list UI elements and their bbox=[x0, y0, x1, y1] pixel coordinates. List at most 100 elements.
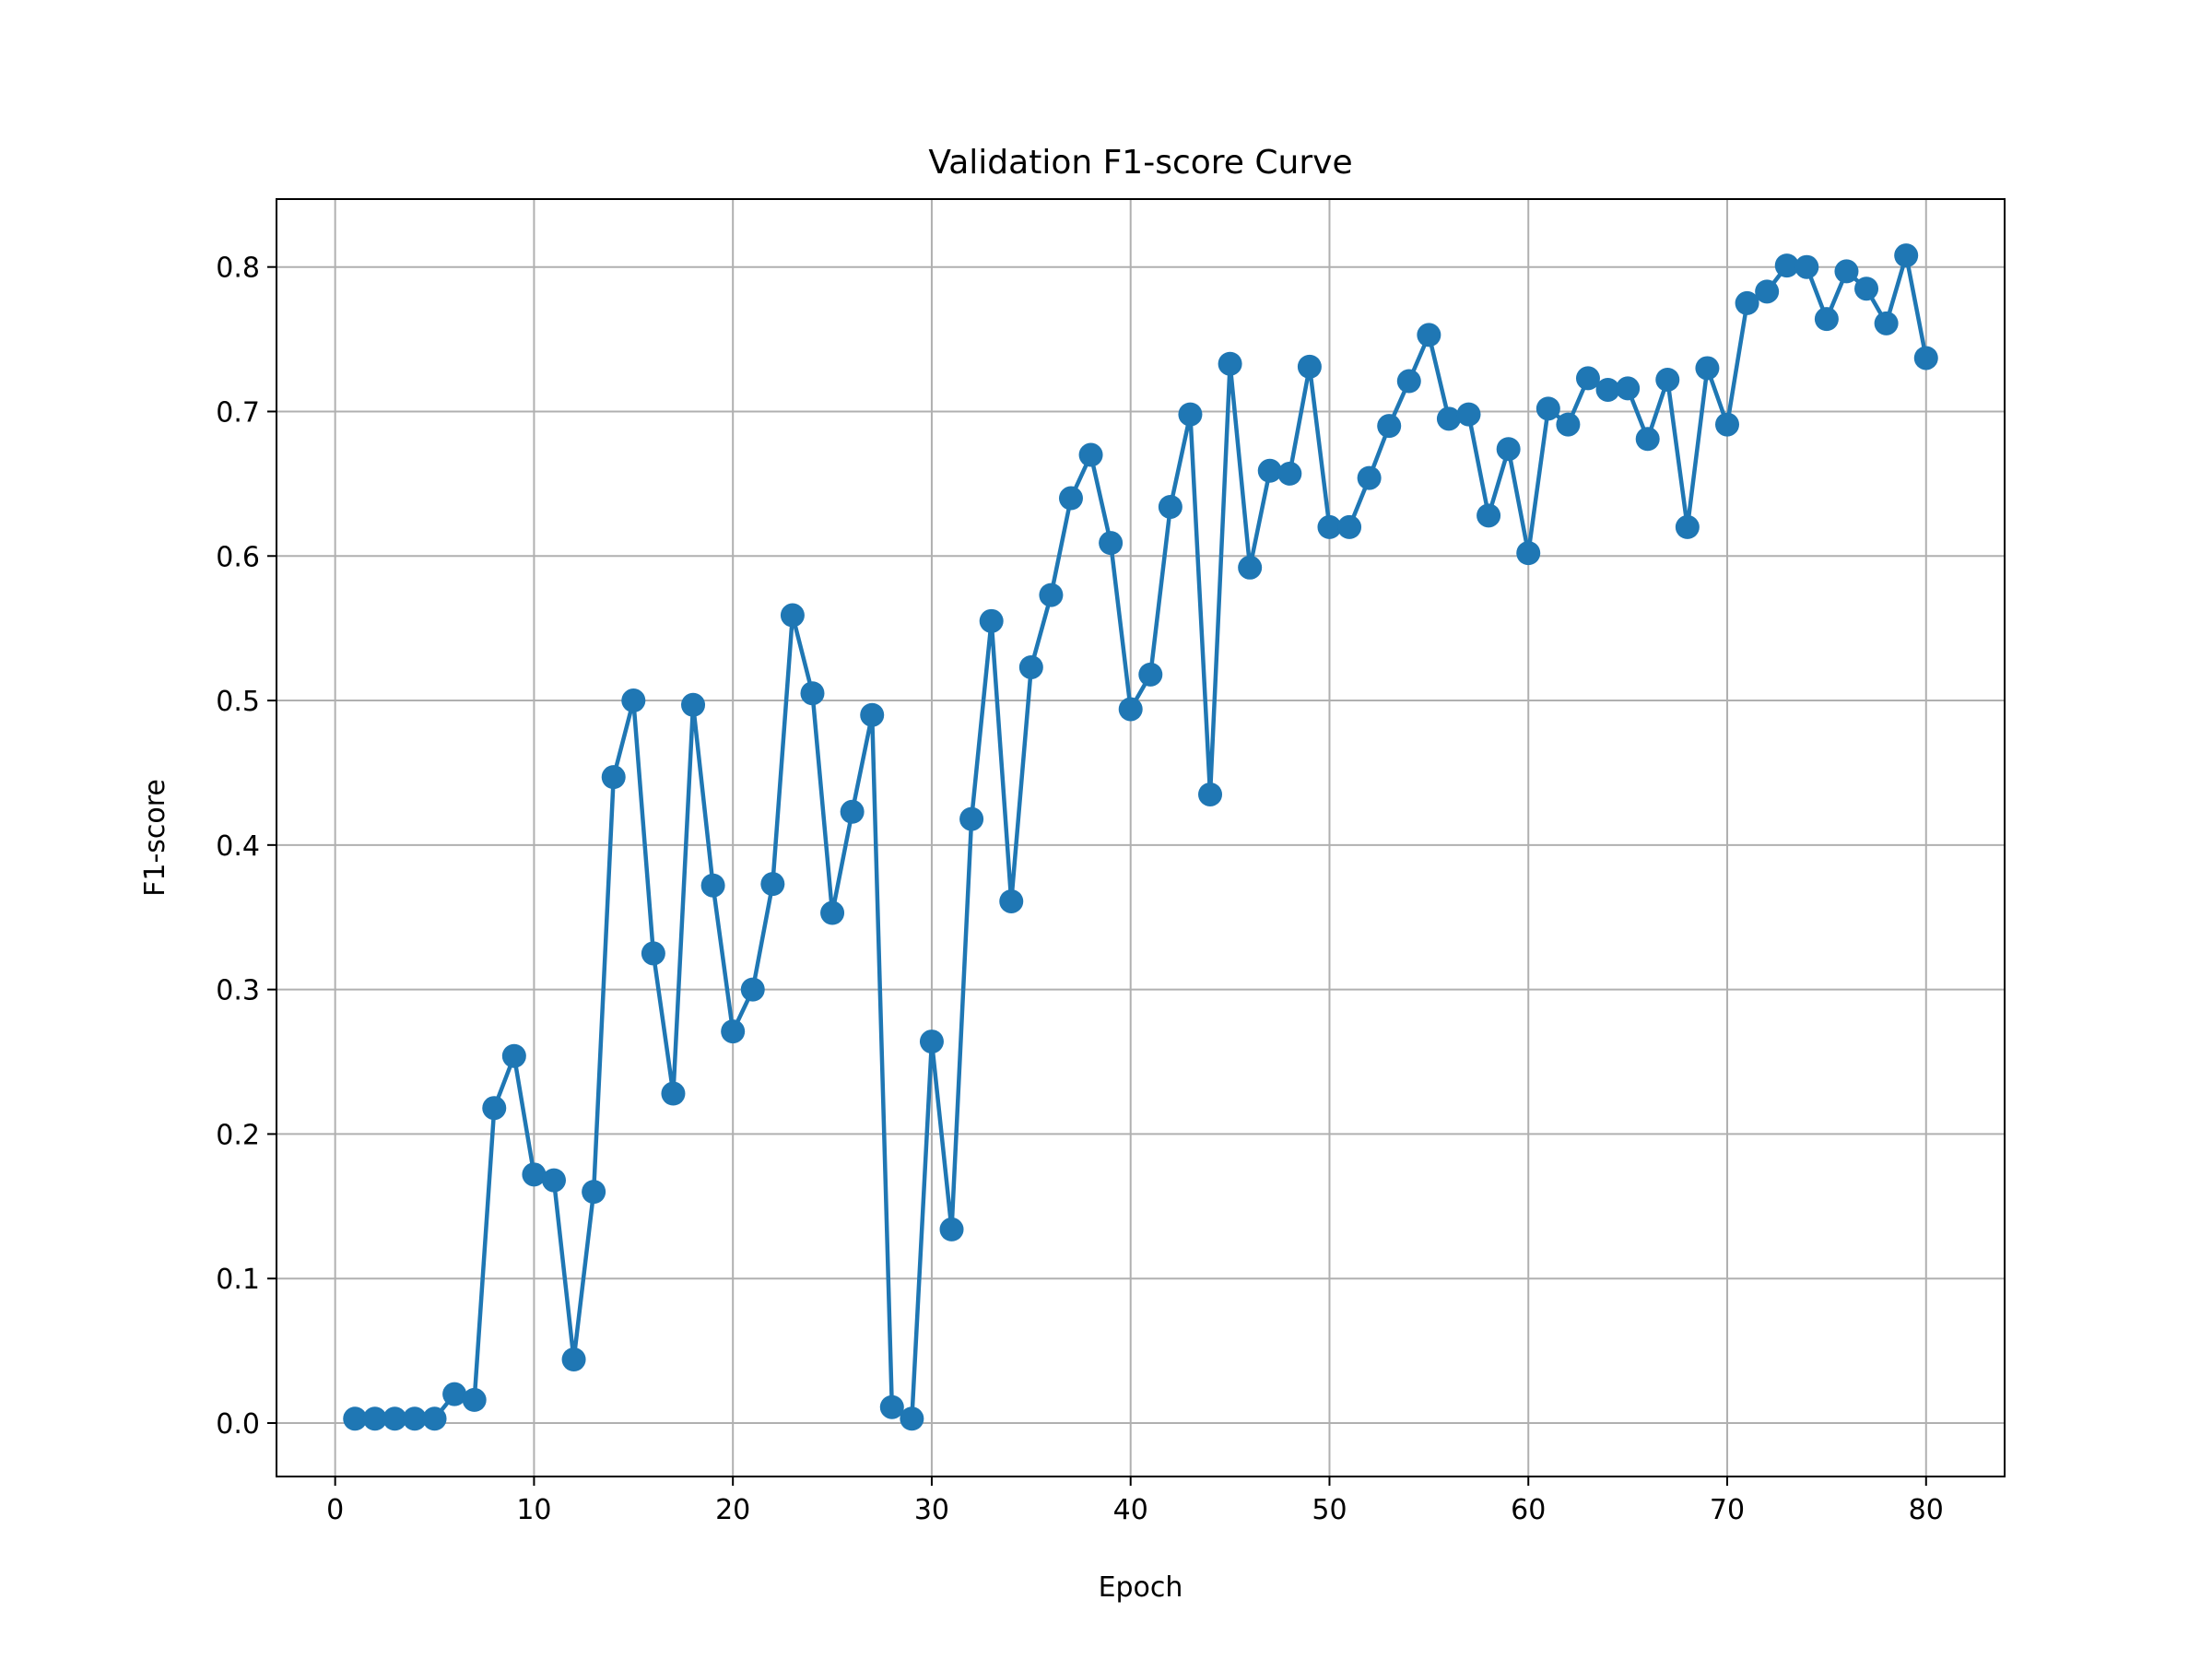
data-point bbox=[959, 806, 984, 831]
data-point bbox=[1257, 458, 1282, 483]
data-point bbox=[1118, 697, 1143, 722]
data-point bbox=[879, 1394, 904, 1419]
y-axis-label: F1-score bbox=[139, 779, 171, 897]
data-point bbox=[1377, 414, 1402, 439]
x-axis-label: Epoch bbox=[1099, 1571, 1183, 1604]
data-point bbox=[522, 1162, 547, 1187]
plot-frame bbox=[276, 198, 2006, 1477]
data-point bbox=[700, 873, 725, 898]
x-tick-label: 80 bbox=[1909, 1494, 1944, 1526]
data-point bbox=[1058, 486, 1083, 511]
data-point bbox=[1099, 531, 1124, 556]
data-point bbox=[939, 1217, 964, 1241]
y-tick-label: 0.8 bbox=[216, 253, 260, 285]
data-point bbox=[1436, 406, 1461, 431]
data-point bbox=[1496, 437, 1521, 462]
data-point bbox=[1854, 276, 1879, 301]
data-point bbox=[582, 1180, 606, 1205]
data-point bbox=[402, 1406, 427, 1431]
data-point bbox=[462, 1387, 487, 1412]
data-point bbox=[1317, 514, 1342, 539]
data-point bbox=[780, 603, 805, 628]
data-point bbox=[1018, 654, 1043, 679]
x-tick-label: 0 bbox=[326, 1494, 344, 1526]
data-point bbox=[1675, 514, 1700, 539]
data-point bbox=[800, 681, 825, 706]
data-point bbox=[1715, 412, 1740, 437]
data-point bbox=[1755, 279, 1780, 304]
data-point bbox=[601, 765, 626, 790]
data-point bbox=[1238, 555, 1263, 580]
y-tick-label: 0.7 bbox=[216, 396, 260, 429]
axis-ticks: 0 10 20 30 40 50 60 70 80 0.0 0.1 0.2 0.3 0.4 0.5 0.6 0.… bbox=[216, 253, 1944, 1526]
data-point bbox=[1535, 396, 1560, 421]
data-point bbox=[1396, 369, 1421, 394]
data-point bbox=[641, 941, 665, 966]
x-tick-label: 20 bbox=[715, 1494, 750, 1526]
data-point bbox=[1138, 662, 1163, 687]
data-point bbox=[840, 799, 865, 824]
data-point bbox=[1913, 346, 1938, 371]
data-point bbox=[1456, 402, 1481, 427]
data-point bbox=[760, 872, 785, 897]
data-point bbox=[482, 1096, 507, 1121]
data-point bbox=[1477, 503, 1501, 528]
data-point bbox=[1357, 465, 1382, 490]
data-point bbox=[1198, 782, 1223, 806]
x-tick-label: 50 bbox=[1312, 1494, 1347, 1526]
x-tick-label: 60 bbox=[1511, 1494, 1546, 1526]
data-point bbox=[382, 1406, 407, 1431]
data-point bbox=[1774, 253, 1799, 278]
data-point bbox=[681, 692, 706, 717]
data-point bbox=[1178, 402, 1203, 427]
data-point bbox=[820, 900, 845, 925]
data-point bbox=[1655, 367, 1680, 392]
data-point bbox=[1735, 290, 1759, 315]
data-point bbox=[1218, 351, 1242, 376]
data-point bbox=[1595, 377, 1620, 402]
data-point bbox=[1297, 354, 1322, 379]
data-point bbox=[501, 1043, 526, 1068]
data-point bbox=[621, 688, 646, 713]
y-tick-label: 0.2 bbox=[216, 1119, 260, 1151]
x-tick-label: 10 bbox=[516, 1494, 551, 1526]
data-point bbox=[1635, 427, 1660, 452]
data-point bbox=[1556, 412, 1581, 437]
data-point bbox=[860, 702, 885, 727]
data-point bbox=[721, 1019, 746, 1044]
y-tick-label: 0.0 bbox=[216, 1408, 260, 1441]
data-point bbox=[1874, 311, 1899, 335]
data-point bbox=[979, 608, 1004, 633]
data-point bbox=[1695, 356, 1720, 381]
data-point bbox=[1894, 243, 1919, 268]
data-point bbox=[900, 1406, 924, 1431]
x-tick-label: 30 bbox=[914, 1494, 949, 1526]
data-point bbox=[1616, 376, 1641, 401]
data-point bbox=[740, 977, 765, 1002]
x-tick-label: 70 bbox=[1710, 1494, 1745, 1526]
data-point bbox=[561, 1347, 586, 1372]
data-point bbox=[1337, 514, 1362, 539]
y-tick-label: 0.6 bbox=[216, 541, 260, 573]
data-point bbox=[1516, 541, 1541, 566]
data-point bbox=[1039, 582, 1064, 607]
data-point bbox=[1417, 323, 1441, 347]
data-point bbox=[1814, 307, 1839, 332]
x-tick-label: 40 bbox=[1113, 1494, 1148, 1526]
y-tick-label: 0.4 bbox=[216, 830, 260, 863]
data-point bbox=[1277, 461, 1302, 486]
data-point bbox=[919, 1030, 944, 1054]
data-point bbox=[1078, 442, 1103, 467]
data-point bbox=[1794, 254, 1819, 279]
data-series bbox=[343, 243, 1938, 1431]
y-tick-label: 0.5 bbox=[216, 686, 260, 718]
data-point bbox=[422, 1406, 447, 1431]
data-point bbox=[1158, 494, 1182, 519]
y-tick-label: 0.3 bbox=[216, 975, 260, 1007]
data-point bbox=[999, 888, 1024, 913]
data-point bbox=[442, 1382, 467, 1406]
data-point bbox=[1834, 259, 1859, 284]
data-point bbox=[541, 1168, 566, 1193]
